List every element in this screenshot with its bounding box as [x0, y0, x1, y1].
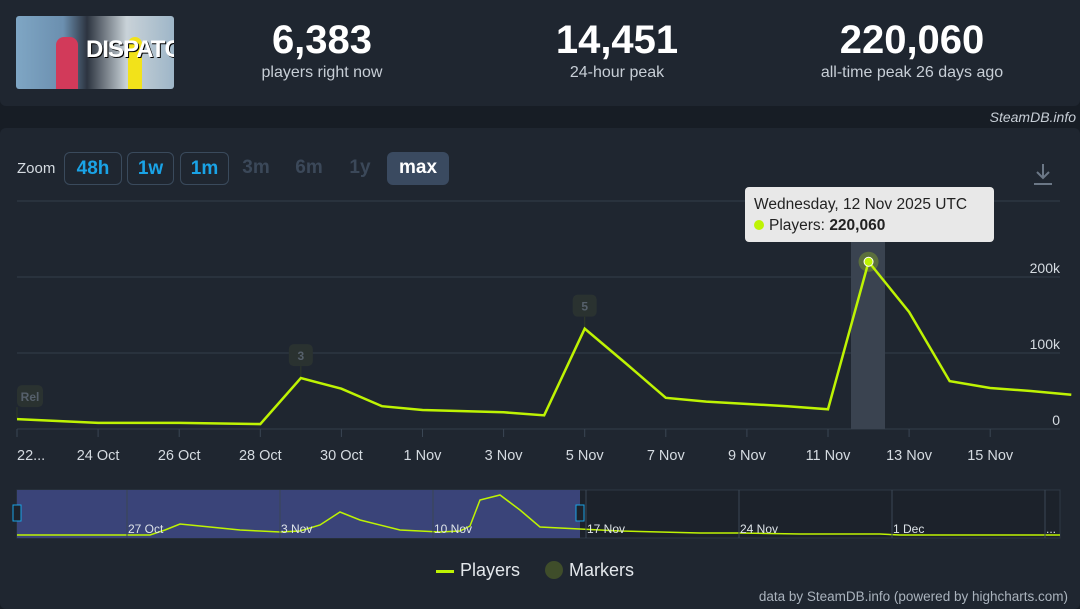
x-tick-label: 3 Nov [485, 448, 524, 464]
tooltip-date: Wednesday, 12 Nov 2025 UTC [754, 196, 968, 213]
logo-figure [128, 37, 142, 89]
x-tick-label: 13 Nov [886, 448, 933, 464]
stat-label: all-time peak 26 days ago [820, 64, 1004, 81]
zoom-button-1w[interactable]: 1w [127, 152, 174, 185]
steamdb-credit[interactable]: SteamDB.info [989, 109, 1076, 125]
stat-value: 220,060 [839, 18, 985, 62]
navigator-handle[interactable] [12, 504, 22, 522]
x-tick-label: 1 Nov [404, 448, 443, 464]
legend-markers[interactable]: Markers [545, 560, 634, 581]
x-tick-label: 5 Nov [566, 448, 605, 464]
zoom-button-48h[interactable]: 48h [64, 152, 122, 185]
navigator-line [17, 494, 1060, 536]
game-logo[interactable]: DISPATCH [16, 16, 174, 89]
marker-flag [17, 385, 43, 408]
y-tick-label: 100k [1030, 336, 1061, 352]
marker-label: Rel [21, 390, 40, 404]
stat-label: 24-hour peak [569, 64, 665, 81]
legend-players[interactable]: Players [436, 560, 520, 581]
x-tick-label: 11 Nov [806, 448, 852, 464]
marker-label: 5 [581, 300, 588, 314]
stats-header: DISPATCH 6,383 players right now 14,451 24… [0, 0, 1080, 106]
logo-figure [56, 37, 78, 89]
navigator-tick-label: 27 Oct [128, 522, 164, 536]
marker-flag [288, 344, 313, 367]
stat-value: 6,383 [271, 18, 373, 62]
marker-flag [572, 294, 597, 317]
stat-alltime-peak: 220,060 all-time peak 26 days ago [782, 18, 1042, 82]
marker-label: 3 [298, 349, 305, 363]
hover-point [863, 256, 874, 267]
zoom-button-max[interactable]: max [387, 152, 449, 185]
y-tick-label: 0 [1052, 412, 1060, 428]
zoom-button-1y: 1y [349, 157, 371, 178]
logo-text: DISPATCH [86, 36, 174, 63]
navigator-tick-label: 24 Nov [740, 522, 778, 536]
legend-label: Players [460, 560, 521, 580]
stat-label: players right now [261, 64, 383, 81]
tooltip-value: 220,060 [829, 217, 886, 234]
stat-value: 14,451 [555, 18, 679, 62]
legend-label: Markers [569, 560, 635, 580]
zoom-label: Zoom [17, 160, 56, 177]
zoom-button-3m: 3m [242, 157, 270, 178]
x-tick-label: 22... [17, 448, 45, 464]
tooltip: Wednesday, 12 Nov 2025 UTC Players: 220,… [745, 187, 994, 242]
x-tick-label: 15 Nov [967, 448, 1014, 464]
stat-24h-peak: 14,451 24-hour peak [487, 18, 747, 82]
x-tick-label: 24 Oct [77, 448, 120, 464]
navigator-tick-label: ... [1046, 522, 1056, 536]
players-line [16, 259, 1072, 426]
x-tick-label: 9 Nov [728, 448, 767, 464]
zoom-button-1m[interactable]: 1m [180, 152, 229, 185]
footer-credit[interactable]: data by SteamDB.info (powered by highcha… [758, 589, 1068, 604]
navigator-tick-label: 10 Nov [434, 522, 472, 536]
x-tick-label: 26 Oct [158, 448, 201, 464]
navigator-handle[interactable] [575, 504, 585, 522]
line-icon [436, 569, 454, 573]
x-tick-label: 30 Oct [320, 448, 363, 464]
zoom-button-6m: 6m [295, 157, 323, 178]
circle-icon [545, 561, 563, 579]
x-tick-label: 28 Oct [239, 448, 282, 464]
tooltip-series: Players: [769, 217, 825, 234]
series-dot-icon [754, 220, 764, 230]
stat-current: 6,383 players right now [192, 18, 452, 82]
navigator-tick-label: 3 Nov [281, 522, 312, 536]
download-icon[interactable] [1032, 162, 1054, 186]
navigator-tick-label: 1 Dec [893, 522, 924, 536]
navigator-tick-label: 17 Nov [587, 522, 625, 536]
x-tick-label: 7 Nov [647, 448, 686, 464]
y-tick-label: 200k [1030, 260, 1061, 276]
